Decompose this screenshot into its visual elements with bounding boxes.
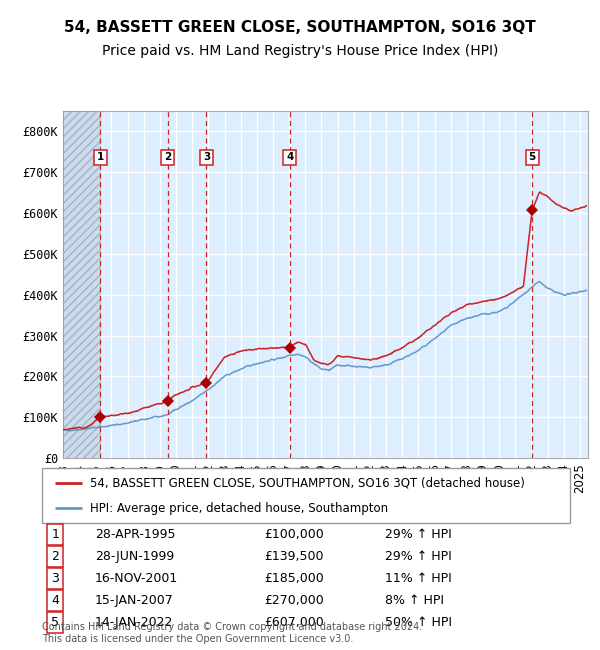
Text: Contains HM Land Registry data © Crown copyright and database right 2024.
This d: Contains HM Land Registry data © Crown c…: [42, 622, 422, 644]
Text: 2: 2: [51, 550, 59, 563]
Text: 1: 1: [97, 153, 104, 162]
Text: 4: 4: [286, 153, 293, 162]
Text: 28-JUN-1999: 28-JUN-1999: [95, 550, 174, 563]
Text: £100,000: £100,000: [264, 528, 323, 541]
Text: 54, BASSETT GREEN CLOSE, SOUTHAMPTON, SO16 3QT (detached house): 54, BASSETT GREEN CLOSE, SOUTHAMPTON, SO…: [89, 476, 524, 489]
Bar: [63, 111, 100, 458]
Text: 28-APR-1995: 28-APR-1995: [95, 528, 175, 541]
Text: 5: 5: [51, 616, 59, 629]
Text: 3: 3: [203, 153, 210, 162]
Text: £185,000: £185,000: [264, 572, 323, 585]
FancyBboxPatch shape: [42, 468, 570, 523]
Text: 4: 4: [51, 594, 59, 607]
Text: 14-JAN-2022: 14-JAN-2022: [95, 616, 173, 629]
Text: 54, BASSETT GREEN CLOSE, SOUTHAMPTON, SO16 3QT: 54, BASSETT GREEN CLOSE, SOUTHAMPTON, SO…: [64, 20, 536, 36]
Bar: [63, 111, 100, 458]
Text: Price paid vs. HM Land Registry's House Price Index (HPI): Price paid vs. HM Land Registry's House …: [102, 44, 498, 58]
Text: 16-NOV-2001: 16-NOV-2001: [95, 572, 178, 585]
Text: HPI: Average price, detached house, Southampton: HPI: Average price, detached house, Sout…: [89, 502, 388, 515]
Text: 11% ↑ HPI: 11% ↑ HPI: [385, 572, 452, 585]
Text: 15-JAN-2007: 15-JAN-2007: [95, 594, 173, 607]
Text: 29% ↑ HPI: 29% ↑ HPI: [385, 528, 452, 541]
Text: £139,500: £139,500: [264, 550, 323, 563]
Text: 2: 2: [164, 153, 172, 162]
Text: 3: 3: [51, 572, 59, 585]
Text: 50% ↑ HPI: 50% ↑ HPI: [385, 616, 452, 629]
Text: 1: 1: [51, 528, 59, 541]
Text: £270,000: £270,000: [264, 594, 323, 607]
Text: 5: 5: [529, 153, 536, 162]
Text: 8% ↑ HPI: 8% ↑ HPI: [385, 594, 444, 607]
Text: £607,000: £607,000: [264, 616, 323, 629]
Text: 29% ↑ HPI: 29% ↑ HPI: [385, 550, 452, 563]
